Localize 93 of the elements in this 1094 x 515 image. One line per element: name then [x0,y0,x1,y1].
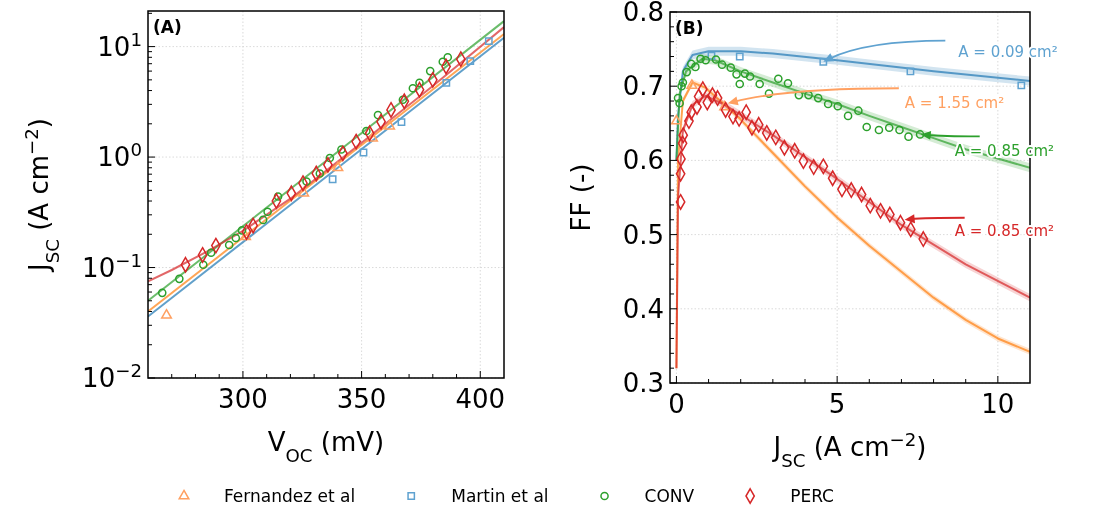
point [732,70,741,79]
point [701,55,710,65]
point [755,79,764,89]
legend-label: Martin et al [451,486,549,506]
point [783,78,793,88]
point [745,72,755,81]
x-axis-title: J$_{SC}$ (A cm$^{−2}$) [771,428,927,471]
y-tick-label: 0.8 [622,0,664,27]
y-axis-title: FF (-) [566,163,596,232]
point [366,131,379,142]
point [804,90,813,100]
y-tick-label: 0.4 [622,293,664,324]
point [686,59,696,69]
point [813,93,823,103]
y-tick-label: 0.5 [622,219,664,250]
point [854,106,863,115]
point [677,81,686,91]
point [239,230,252,241]
x-tick-label: 300 [218,384,268,414]
point [438,57,448,66]
x-axis-title: V$_{OC}$ (mV) [267,427,385,466]
point [466,57,475,65]
point [735,79,745,89]
point [874,125,884,135]
point [157,288,167,298]
point [258,215,268,225]
y-tick-label: 10$^{−1}$ [82,249,142,283]
point [373,110,383,120]
y-tick-label: 10$^{0}$ [97,138,142,173]
point [206,248,216,258]
point [691,62,700,72]
point [686,79,698,89]
annotation: A = 1.55 cm² [904,94,1005,113]
point [843,111,853,121]
point [774,74,783,84]
point [884,123,894,133]
point [160,308,173,319]
point [682,67,692,77]
point [895,125,904,135]
x-tick-label: 350 [336,384,387,414]
y-tick-label: 0.6 [622,145,664,176]
point [833,101,843,111]
point [673,93,683,103]
point [1017,81,1026,90]
point [719,100,731,111]
x-tick-label: 0 [668,389,685,419]
x-tick-label: 10 [981,389,1015,419]
point [678,78,688,87]
point [696,54,705,64]
point [819,57,828,66]
point [359,148,368,157]
point [484,37,493,46]
point [906,67,915,76]
point [711,55,721,64]
x-tick-label: 400 [455,384,506,414]
point [823,99,833,109]
point [904,132,913,141]
point [425,66,435,76]
point [328,175,337,184]
point [675,98,684,108]
point [298,186,310,197]
point [735,52,744,61]
legend-label: Fernandez et al [224,486,356,506]
point [717,60,727,69]
point [263,207,272,217]
legend-label: PERC [790,486,834,506]
y-tick-label: 0.7 [622,71,664,102]
point [442,78,451,87]
point [332,161,344,172]
point [325,153,335,163]
point [175,274,184,284]
point [794,90,804,100]
chart-title: (A) [153,17,182,37]
point [443,52,453,62]
point [707,51,716,60]
point [384,119,396,130]
point [740,69,750,78]
x-tick-label: 5 [828,389,846,419]
point [224,240,234,250]
point [670,114,682,125]
point [862,122,872,132]
point [726,63,736,72]
point [408,83,418,93]
point [397,118,406,127]
legend-label: CONV [644,486,695,506]
point [231,233,241,243]
y-tick-label: 10$^{1}$ [97,28,142,62]
point [198,260,208,270]
point [415,78,424,88]
point [764,89,774,98]
y-tick-label: 10$^{−2}$ [82,359,142,393]
chart-title: (B) [675,18,704,38]
y-tick-label: 0.3 [622,368,664,398]
